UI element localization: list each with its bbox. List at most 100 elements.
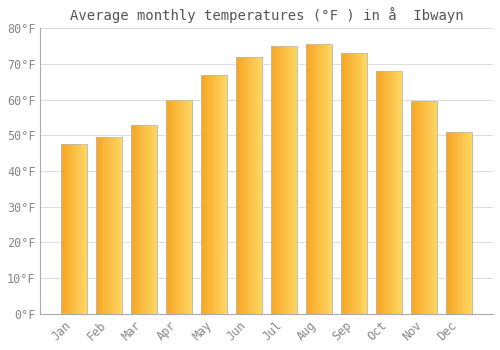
Bar: [411, 102, 438, 314]
Bar: [168, 100, 170, 314]
Bar: [272, 46, 274, 314]
Bar: [312, 44, 314, 314]
Bar: [344, 53, 345, 314]
Bar: [398, 71, 400, 314]
Bar: [314, 44, 316, 314]
Bar: [170, 100, 171, 314]
Bar: [217, 75, 218, 314]
Bar: [458, 132, 460, 314]
Bar: [142, 125, 143, 314]
Bar: [104, 137, 105, 314]
Bar: [245, 57, 246, 314]
Bar: [282, 46, 283, 314]
Bar: [224, 75, 226, 314]
Bar: [466, 132, 467, 314]
Bar: [252, 57, 253, 314]
Bar: [275, 46, 276, 314]
Bar: [431, 102, 432, 314]
Bar: [188, 100, 190, 314]
Bar: [346, 53, 348, 314]
Bar: [78, 144, 80, 314]
Bar: [156, 125, 157, 314]
Bar: [179, 100, 180, 314]
Bar: [326, 44, 327, 314]
Bar: [100, 137, 101, 314]
Bar: [140, 125, 141, 314]
Bar: [364, 53, 365, 314]
Bar: [464, 132, 466, 314]
Bar: [454, 132, 456, 314]
Bar: [418, 102, 419, 314]
Bar: [191, 100, 192, 314]
Bar: [260, 57, 261, 314]
Bar: [376, 71, 402, 314]
Bar: [470, 132, 471, 314]
Bar: [248, 57, 249, 314]
Bar: [453, 132, 454, 314]
Bar: [420, 102, 422, 314]
Bar: [254, 57, 256, 314]
Bar: [82, 144, 83, 314]
Bar: [320, 44, 322, 314]
Bar: [174, 100, 175, 314]
Bar: [287, 46, 288, 314]
Bar: [291, 46, 292, 314]
Bar: [208, 75, 209, 314]
Bar: [220, 75, 222, 314]
Bar: [388, 71, 390, 314]
Bar: [236, 57, 238, 314]
Bar: [61, 144, 87, 314]
Bar: [271, 46, 297, 314]
Bar: [323, 44, 324, 314]
Bar: [152, 125, 154, 314]
Bar: [183, 100, 184, 314]
Bar: [201, 75, 228, 314]
Bar: [135, 125, 136, 314]
Bar: [148, 125, 150, 314]
Bar: [284, 46, 286, 314]
Bar: [416, 102, 418, 314]
Bar: [319, 44, 320, 314]
Bar: [250, 57, 252, 314]
Bar: [283, 46, 284, 314]
Bar: [261, 57, 262, 314]
Bar: [412, 102, 414, 314]
Bar: [184, 100, 186, 314]
Bar: [446, 132, 472, 314]
Bar: [257, 57, 258, 314]
Bar: [187, 100, 188, 314]
Bar: [423, 102, 424, 314]
Bar: [120, 137, 121, 314]
Bar: [175, 100, 176, 314]
Bar: [201, 75, 228, 314]
Bar: [64, 144, 65, 314]
Bar: [166, 100, 168, 314]
Bar: [386, 71, 388, 314]
Bar: [350, 53, 352, 314]
Bar: [218, 75, 220, 314]
Bar: [61, 144, 62, 314]
Bar: [308, 44, 310, 314]
Bar: [80, 144, 82, 314]
Bar: [131, 125, 157, 314]
Bar: [236, 57, 262, 314]
Bar: [446, 132, 448, 314]
Bar: [118, 137, 120, 314]
Bar: [96, 137, 122, 314]
Bar: [436, 102, 438, 314]
Bar: [205, 75, 206, 314]
Bar: [288, 46, 290, 314]
Bar: [117, 137, 118, 314]
Bar: [342, 53, 344, 314]
Bar: [84, 144, 86, 314]
Bar: [131, 125, 132, 314]
Bar: [296, 46, 298, 314]
Bar: [432, 102, 434, 314]
Bar: [450, 132, 452, 314]
Bar: [62, 144, 64, 314]
Bar: [362, 53, 364, 314]
Bar: [306, 44, 332, 314]
Bar: [448, 132, 449, 314]
Bar: [411, 102, 412, 314]
Bar: [114, 137, 116, 314]
